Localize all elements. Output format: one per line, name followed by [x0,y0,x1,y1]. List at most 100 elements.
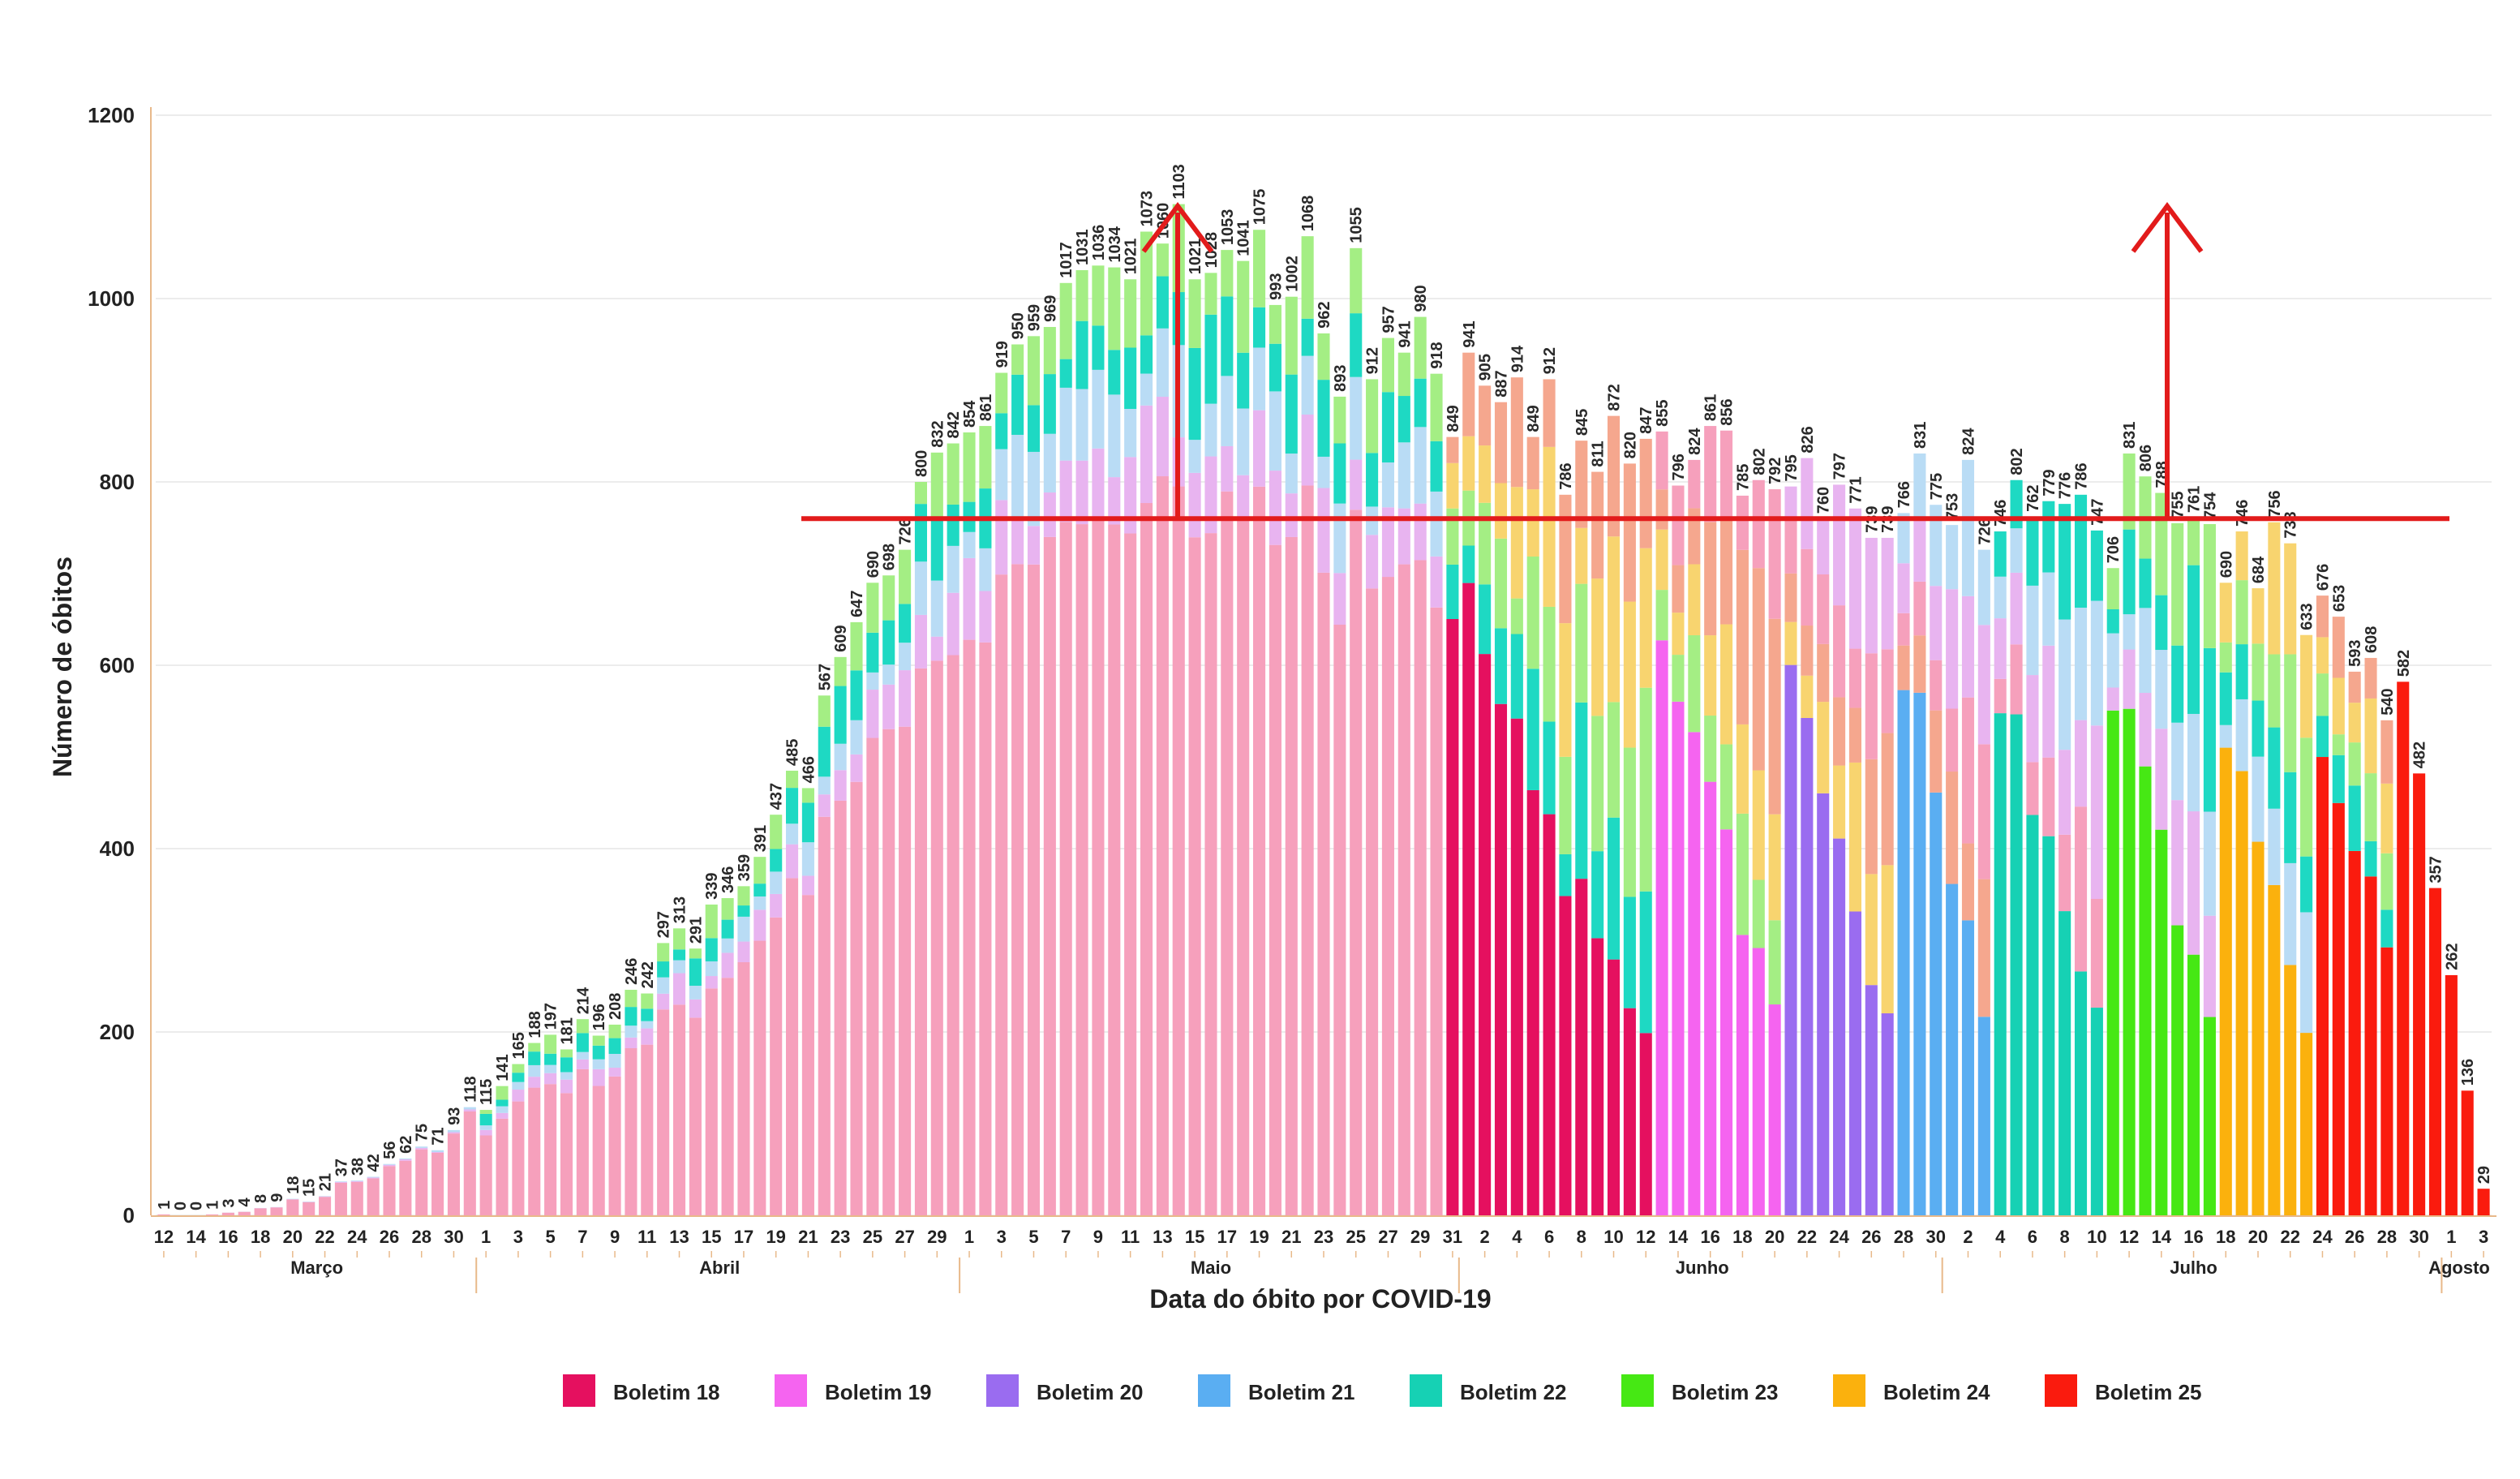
bar-5 [238,1211,251,1215]
bar-58-layer-2 [1092,369,1105,449]
bar-115-layer-3 [2010,528,2023,573]
data-label-51: 861 [977,394,995,421]
bar-23-layer-1 [528,1077,541,1088]
bar-136-layer-1 [2348,785,2361,851]
bar-79 [1430,373,1443,1215]
bar-96-layer-3 [1704,522,1717,636]
bar-73-layer-2 [1333,503,1346,574]
bar-89-layer-2 [1591,716,1604,852]
data-label-44: 690 [865,551,882,578]
bar-52-layer-2 [995,449,1008,501]
bar-96-base [1704,781,1717,1215]
bar-81-layer-1 [1462,545,1475,583]
bar-129-base [2235,771,2248,1215]
x-tick-label-40: 31 [1443,1227,1462,1247]
bar-112-base [1961,920,1975,1215]
bar-48-layer-2 [930,580,943,637]
bar-17-layer-1 [431,1152,444,1153]
data-label-60: 1021 [1123,239,1140,275]
bar-98 [1736,495,1749,1215]
bar-97-layer-1 [1720,744,1733,830]
bar-32-layer-1 [672,973,686,1005]
bar-78-layer-3 [1414,378,1427,428]
bar-102-layer-1 [1801,675,1814,718]
bar-68-base [1253,486,1266,1215]
bar-16-layer-1 [415,1147,428,1150]
bar-115-base [2010,714,2023,1215]
bar-12-layer-2 [350,1180,363,1181]
bar-95-base [1688,732,1701,1215]
bar-125-layer-4 [2171,522,2184,646]
arrow-1-head [1141,202,1214,253]
bar-138 [2380,720,2393,1215]
bar-77 [1397,352,1410,1215]
bar-128-layer-4 [2219,583,2232,643]
bar-31-base [657,1009,670,1215]
bar-41 [818,695,831,1215]
bar-127 [2203,523,2216,1215]
data-label-126: 761 [2186,486,2204,513]
bar-18 [447,1129,460,1215]
bar-91-layer-4 [1623,463,1636,602]
month-label-2: Maio [1191,1258,1231,1278]
bar-110-layer-3 [1930,586,1943,660]
bar-87 [1559,494,1572,1215]
x-tick-label-60: 10 [2087,1227,2106,1247]
bar-47-layer-2 [914,561,927,615]
bar-56-layer-3 [1059,359,1072,388]
bar-22-layer-1 [512,1090,525,1102]
bar-39 [786,770,799,1215]
data-label-66: 1053 [1219,209,1237,246]
bar-130-layer-4 [2252,588,2265,644]
data-label-127: 754 [2201,492,2219,519]
bar-121-layer-1 [2106,687,2119,711]
bar-52 [995,372,1008,1215]
bar-93-base [1655,640,1668,1215]
bar-51-layer-2 [979,548,992,591]
bar-71-base [1301,485,1314,1215]
bar-125-base [2171,925,2184,1215]
data-label-134: 676 [2314,564,2332,591]
x-tick-label-3: 18 [251,1227,270,1247]
legend-swatch [1410,1374,1442,1407]
legend-item-20: Boletim 20 [986,1374,1144,1407]
bar-129 [2235,531,2248,1215]
bar-133 [2300,634,2313,1215]
data-label-55: 969 [1041,295,1059,322]
bar-135-layer-4 [2332,617,2345,678]
bar-129-layer-2 [2235,644,2248,699]
bar-55-layer-2 [1043,433,1056,493]
bar-35-layer-1 [721,952,734,978]
bar-15-base [399,1160,412,1215]
bar-103-base [1817,793,1830,1215]
data-label-85: 849 [1525,405,1543,432]
bar-61-layer-4 [1140,231,1153,336]
bar-52-layer-4 [995,372,1008,414]
bar-45 [882,575,895,1215]
bar-108-layer-4 [1897,513,1910,564]
bar-125-layer-1 [2171,800,2184,926]
data-label-45: 698 [881,544,899,570]
bar-49-layer-2 [947,545,959,593]
bar-134-layer-4 [2316,595,2329,638]
bar-137-layer-4 [2364,657,2377,699]
bar-101-layer-3 [1784,518,1797,574]
bar-30-layer-3 [641,1008,654,1021]
bar-26-base [576,1068,589,1215]
bar-56-layer-4 [1059,282,1072,359]
data-label-93: 855 [1654,400,1672,427]
bar-133-layer-4 [2300,634,2313,738]
legend: Boletim 18 Boletim 19 Boletim 20 Boletim 21… [563,1374,2202,1407]
bar-100-layer-2 [1768,814,1781,921]
x-tick-label-9: 30 [444,1227,463,1247]
bar-46-layer-4 [899,549,912,604]
bar-60-layer-2 [1124,408,1137,458]
bar-100-base [1768,1004,1781,1215]
bar-120-base [2090,1008,2103,1215]
bar-84-base [1510,718,1523,1215]
x-tick-label-70: 30 [2409,1227,2428,1247]
bar-102-base [1801,717,1814,1215]
bar-4-base [221,1212,234,1215]
bar-107-layer-4 [1881,537,1894,650]
bar-113-layer-3 [1977,625,1990,745]
